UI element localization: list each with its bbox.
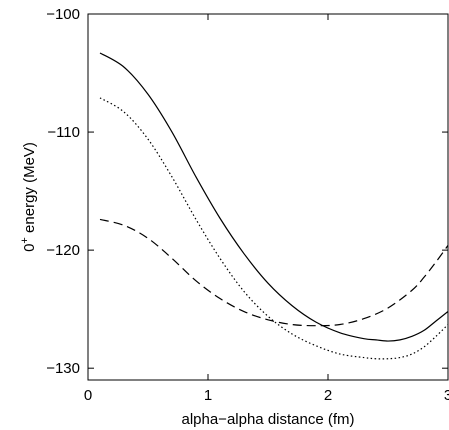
- series-layer: [99, 52, 448, 360]
- x-tick-label: 3: [444, 387, 449, 404]
- y-tick-label: −120: [46, 242, 80, 259]
- y-tick-label: −110: [47, 124, 80, 141]
- x-tick-label: 2: [324, 387, 332, 404]
- y-axis-label: 0+ energy (MeV): [19, 142, 38, 252]
- x-tick-label: 1: [204, 387, 212, 404]
- series-line-dashed: [99, 218, 448, 327]
- plot-frame: [87, 13, 449, 381]
- y-tick-label: −100: [46, 6, 80, 23]
- tick-layer: 0 1 2 3 −100 −110 −120 −130: [46, 6, 449, 404]
- x-tick-label: 0: [84, 387, 92, 404]
- series-line-dotted: [99, 97, 448, 360]
- series-line-solid: [99, 52, 448, 342]
- y-tick-label: −130: [46, 360, 80, 377]
- x-axis-label: alpha−alpha distance (fm): [181, 411, 354, 428]
